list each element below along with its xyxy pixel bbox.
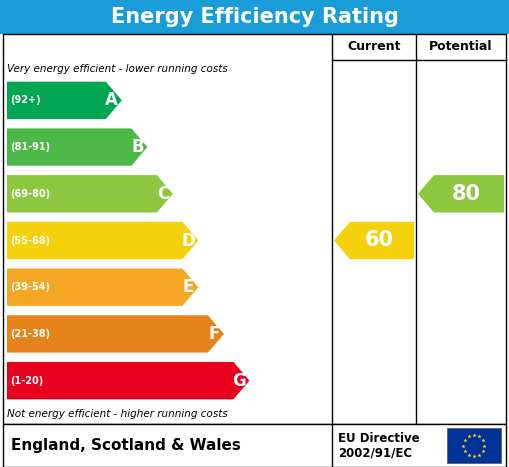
Text: D: D	[182, 232, 195, 249]
Text: (39-54): (39-54)	[10, 282, 50, 292]
Text: B: B	[131, 138, 144, 156]
Text: Potential: Potential	[429, 41, 493, 54]
Text: Current: Current	[347, 41, 401, 54]
Polygon shape	[334, 222, 414, 259]
Text: G: G	[233, 372, 246, 389]
Polygon shape	[7, 128, 148, 166]
Polygon shape	[7, 175, 173, 212]
Text: (92+): (92+)	[10, 95, 41, 106]
Text: EU Directive: EU Directive	[338, 432, 419, 445]
Text: F: F	[208, 325, 219, 343]
Text: (69-80): (69-80)	[10, 189, 50, 199]
Polygon shape	[7, 315, 224, 353]
Text: E: E	[183, 278, 194, 296]
Text: C: C	[157, 185, 169, 203]
Text: Energy Efficiency Rating: Energy Efficiency Rating	[110, 7, 399, 27]
Text: (1-20): (1-20)	[10, 375, 43, 386]
Text: 2002/91/EC: 2002/91/EC	[338, 446, 412, 459]
Polygon shape	[7, 82, 122, 119]
Text: (55-68): (55-68)	[10, 235, 50, 246]
Bar	[0, 0, 509, 34]
Polygon shape	[7, 222, 199, 259]
Bar	[3, 34, 506, 424]
Text: Not energy efficient - higher running costs: Not energy efficient - higher running co…	[7, 409, 228, 419]
Bar	[447, 428, 501, 463]
Text: Very energy efficient - lower running costs: Very energy efficient - lower running co…	[7, 64, 228, 73]
Polygon shape	[7, 362, 249, 399]
Polygon shape	[7, 269, 199, 306]
Text: (21-38): (21-38)	[10, 329, 50, 339]
Text: England, Scotland & Wales: England, Scotland & Wales	[11, 438, 241, 453]
Polygon shape	[418, 175, 504, 212]
Text: A: A	[105, 92, 118, 109]
Text: 80: 80	[451, 184, 480, 204]
Text: 60: 60	[364, 231, 393, 250]
Bar	[3, 424, 506, 467]
Text: (81-91): (81-91)	[10, 142, 50, 152]
